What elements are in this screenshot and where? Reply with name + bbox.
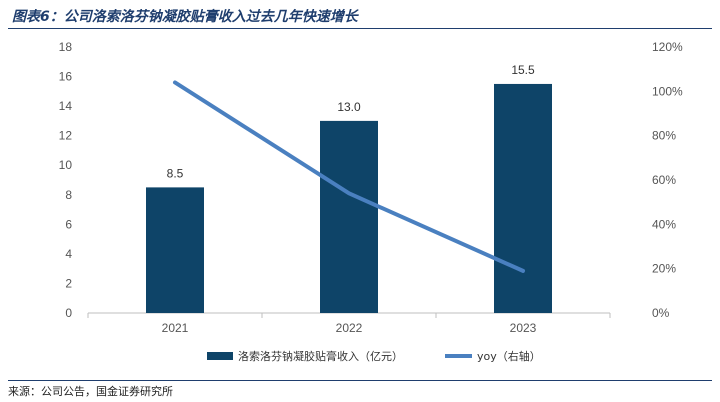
x-axis-ticks: 2021 2022 2023 <box>87 313 611 335</box>
left-tick-label: 12 <box>59 129 73 143</box>
bar <box>494 83 552 313</box>
legend-bar-swatch <box>207 352 233 360</box>
right-tick-label: 0% <box>652 306 670 320</box>
left-tick-label: 8 <box>65 188 72 202</box>
left-tick-label: 6 <box>65 217 72 231</box>
x-tick-label: 2021 <box>162 321 189 335</box>
legend-bar-label: 洛索洛芬钠凝胶贴膏收入（亿元） <box>238 349 403 363</box>
left-tick-label: 4 <box>65 247 72 261</box>
right-tick-label: 60% <box>652 173 676 187</box>
right-tick-label: 20% <box>652 262 676 276</box>
left-tick-label: 16 <box>59 70 73 84</box>
right-tick-label: 40% <box>652 217 676 231</box>
legend-line-label: yoy（右轴） <box>477 349 541 363</box>
bar-data-label: 13.0 <box>337 100 361 114</box>
title-bar: 图表6：公司洛索洛芬钠凝胶贴膏收入过去几年快速增长 <box>8 4 712 29</box>
legend: 洛索洛芬钠凝胶贴膏收入（亿元） yoy（右轴） <box>207 349 541 363</box>
bar-data-label: 8.5 <box>167 166 184 180</box>
left-axis-ticks: 0 2 4 6 8 10 12 14 16 18 <box>59 40 73 320</box>
right-axis-ticks: 0% 20% 40% 60% 80% 100% 120% <box>652 40 683 320</box>
bar-data-label: 15.5 <box>511 63 535 77</box>
bar-series <box>146 83 552 313</box>
left-tick-label: 0 <box>65 306 72 320</box>
left-tick-label: 14 <box>59 99 73 113</box>
x-tick-label: 2022 <box>336 321 363 335</box>
x-tick-label: 2023 <box>510 321 537 335</box>
source-bar: 来源：公司公告，国金证券研究所 <box>8 380 712 402</box>
left-tick-label: 2 <box>65 276 72 290</box>
bar <box>320 120 378 313</box>
right-tick-label: 100% <box>652 84 683 98</box>
yoy-line <box>173 80 525 273</box>
left-tick-label: 18 <box>59 40 73 54</box>
right-tick-label: 80% <box>652 129 676 143</box>
figure-title: 图表6：公司洛索洛芬钠凝胶贴膏收入过去几年快速增长 <box>12 9 358 25</box>
left-tick-label: 10 <box>59 158 73 172</box>
bar-data-labels: 8.5 13.0 15.5 <box>167 63 535 180</box>
source-note: 来源：公司公告，国金证券研究所 <box>8 385 173 398</box>
line-series <box>173 80 525 273</box>
right-tick-label: 120% <box>652 40 683 54</box>
bar <box>146 187 204 313</box>
